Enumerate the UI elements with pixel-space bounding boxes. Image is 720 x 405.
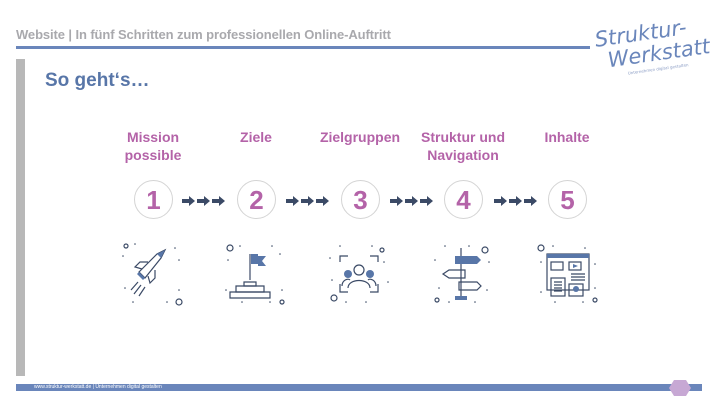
arrow-connector-1 xyxy=(182,196,225,206)
content-icon xyxy=(537,244,598,303)
step-5: Inhalte 5 xyxy=(515,128,619,303)
arrow-connector-3 xyxy=(390,196,433,206)
step-number-circle: 2 xyxy=(237,180,276,219)
flag-icon xyxy=(225,244,285,305)
step-label: Struktur und Navigation xyxy=(411,128,515,168)
header-title: Website | In fünf Schritten zum professi… xyxy=(16,27,391,42)
step-4: Struktur und Navigation 4 xyxy=(411,128,515,303)
target-group-icon xyxy=(329,245,389,303)
header-divider xyxy=(16,46,590,49)
step-label-line1: Mission xyxy=(126,129,180,145)
step-1: Mission possible 1 xyxy=(101,128,205,306)
step-label: Zielgruppen xyxy=(308,128,412,168)
step-label-line2: Navigation xyxy=(427,147,499,163)
step-label-line1: Struktur und xyxy=(421,129,505,145)
arrow-connector-4 xyxy=(494,196,537,206)
step-label: Mission possible xyxy=(101,128,205,168)
step-label-line2: possible xyxy=(124,147,182,163)
footer-text: www.struktur-werkstatt.de | Unternehmen … xyxy=(34,384,162,390)
step-number: 3 xyxy=(353,185,368,215)
step-number: 4 xyxy=(456,185,471,215)
rocket-icon xyxy=(122,243,183,306)
step-number: 5 xyxy=(560,185,575,215)
signpost-icon xyxy=(434,245,490,303)
step-number-circle: 4 xyxy=(444,180,483,219)
page-title: So geht‘s… xyxy=(45,70,150,91)
step-label-line1: Ziele xyxy=(240,129,272,145)
step-number: 2 xyxy=(249,185,264,215)
step-number-circle: 3 xyxy=(341,180,380,219)
step-number: 1 xyxy=(146,185,161,215)
left-accent-bar xyxy=(16,59,25,376)
step-number-circle: 5 xyxy=(548,180,587,219)
step-label: Inhalte xyxy=(515,128,619,168)
step-label-line1: Inhalte xyxy=(544,129,590,145)
footer-bar xyxy=(16,384,702,391)
step-3: Zielgruppen 3 xyxy=(308,128,412,303)
step-number-circle: 1 xyxy=(134,180,173,219)
struktur-werkstatt-logo: Struktur- Werkstatt Unternehmen digital … xyxy=(593,15,710,75)
step-label-line1: Zielgruppen xyxy=(319,129,401,145)
step-2: Ziele 2 xyxy=(204,128,308,305)
step-label: Ziele xyxy=(204,128,308,168)
hexagon-page-marker xyxy=(669,380,691,396)
arrow-connector-2 xyxy=(286,196,329,206)
